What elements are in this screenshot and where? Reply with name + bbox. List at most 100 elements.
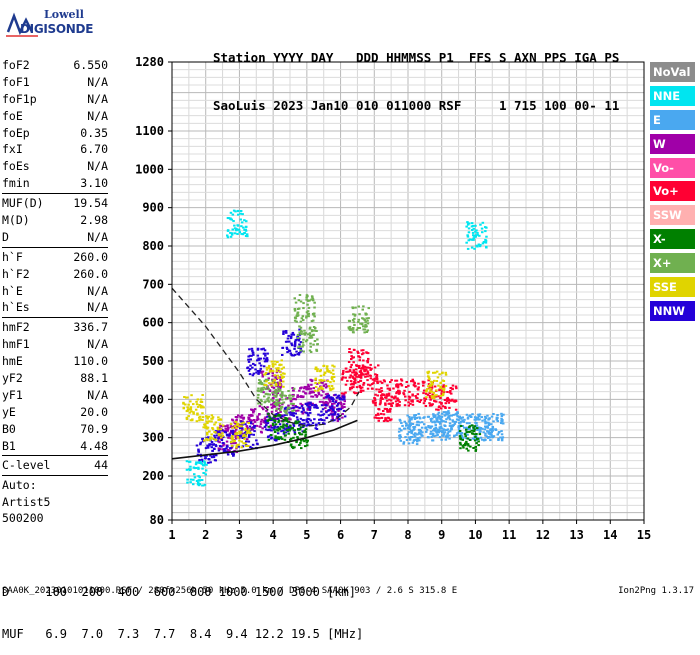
- echo-point: [279, 409, 282, 412]
- echo-point: [363, 319, 366, 322]
- echo-point: [427, 385, 430, 388]
- echo-point: [344, 391, 347, 394]
- echo-point: [273, 401, 276, 404]
- echo-point: [357, 321, 360, 323]
- echo-point: [407, 404, 410, 407]
- echo-point: [246, 438, 249, 441]
- param-row: foF1p N/A: [2, 91, 108, 108]
- echo-point: [218, 445, 222, 447]
- echo-point: [285, 429, 289, 432]
- echo-point: [193, 473, 196, 476]
- echo-point: [325, 367, 329, 370]
- echo-point: [267, 388, 270, 391]
- echo-point: [441, 405, 445, 408]
- echo-point: [354, 392, 357, 395]
- echo-point: [287, 404, 290, 407]
- echo-point: [341, 413, 344, 415]
- echo-point: [388, 389, 392, 391]
- echo-point: [360, 349, 363, 352]
- echo-point: [235, 431, 238, 434]
- echo-point: [257, 371, 261, 374]
- echo-point: [390, 395, 393, 398]
- echo-point: [271, 363, 274, 366]
- echo-point: [304, 392, 307, 395]
- echo-point: [266, 415, 269, 418]
- echo-point: [266, 398, 269, 401]
- echo-point: [222, 436, 225, 438]
- echo-point: [257, 358, 261, 361]
- echo-point: [473, 438, 476, 440]
- echo-point: [240, 425, 243, 428]
- echo-point: [231, 435, 234, 438]
- echo-point: [311, 395, 315, 398]
- echo-point: [298, 406, 301, 409]
- echo-point: [489, 431, 492, 434]
- echo-point: [348, 376, 351, 379]
- echo-point: [201, 412, 204, 415]
- echo-point: [232, 220, 235, 222]
- echo-point: [193, 476, 197, 479]
- echo-point: [241, 423, 244, 426]
- echo-point: [337, 413, 340, 416]
- echo-point: [344, 367, 348, 370]
- echo-point: [472, 227, 475, 230]
- echo-point: [199, 441, 202, 444]
- echo-point: [456, 415, 459, 418]
- echo-point: [435, 427, 438, 430]
- trace-sse: [182, 359, 448, 449]
- echo-point: [199, 461, 202, 464]
- echo-point: [276, 413, 279, 415]
- echo-point: [237, 414, 240, 417]
- echo-point: [299, 300, 303, 303]
- echo-point: [373, 377, 376, 380]
- echo-point: [257, 357, 260, 360]
- echo-point: [491, 428, 494, 431]
- echo-point: [458, 430, 462, 432]
- echo-point: [378, 408, 381, 411]
- echo-point: [484, 226, 487, 229]
- echo-point: [436, 418, 439, 421]
- echo-point: [439, 425, 443, 428]
- echo-point: [209, 454, 212, 457]
- echo-point: [467, 449, 470, 452]
- echo-point: [442, 432, 445, 435]
- echo-point: [404, 386, 408, 388]
- echo-point: [238, 439, 241, 442]
- echo-point: [299, 387, 302, 390]
- echo-point: [265, 357, 269, 360]
- echo-point: [347, 327, 351, 330]
- echo-point: [288, 349, 292, 352]
- echo-point: [282, 401, 285, 404]
- echo-point: [273, 428, 276, 431]
- param-value: N/A: [87, 91, 108, 106]
- legend-item-nnw: NNW: [650, 300, 695, 321]
- echo-point: [394, 395, 397, 398]
- echo-point: [188, 411, 192, 414]
- param-label: B1: [2, 438, 16, 453]
- echo-point: [274, 423, 278, 426]
- echo-point: [484, 425, 487, 428]
- echo-point: [337, 409, 340, 412]
- echo-point: [284, 411, 287, 414]
- echo-point: [259, 423, 263, 426]
- echo-point: [323, 379, 326, 382]
- echo-point: [310, 330, 314, 333]
- echo-point: [442, 385, 446, 388]
- echo-point: [239, 427, 242, 430]
- echo-point: [473, 418, 476, 421]
- echo-point: [267, 412, 270, 415]
- echo-point: [268, 382, 271, 385]
- echo-point: [210, 420, 213, 423]
- echo-point: [265, 424, 268, 427]
- echo-point: [481, 242, 485, 245]
- echo-point: [319, 370, 322, 373]
- echo-point: [299, 341, 303, 344]
- echo-point: [189, 481, 192, 484]
- echo-point: [244, 423, 247, 426]
- echo-point: [497, 437, 500, 440]
- echo-point: [438, 373, 441, 376]
- echo-point: [262, 386, 265, 389]
- echo-point: [429, 380, 433, 383]
- echo-point: [350, 387, 353, 390]
- echo-point: [340, 405, 344, 408]
